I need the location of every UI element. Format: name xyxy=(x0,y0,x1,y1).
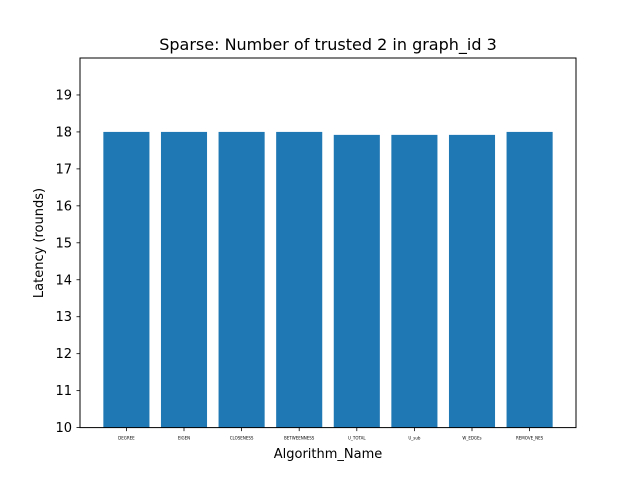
y-tick-label: 15 xyxy=(55,236,72,251)
x-tick-label: BETWEENNESS xyxy=(284,436,315,441)
y-tick-label: 11 xyxy=(55,384,72,399)
y-tick-label: 18 xyxy=(55,125,72,140)
y-axis: 10 11 12 13 14 15 16 17 18 19 xyxy=(55,88,80,436)
y-tick-label: 17 xyxy=(55,162,72,177)
x-axis-label: Algorithm_Name xyxy=(274,447,383,462)
x-tick-label: EIGEN xyxy=(178,436,190,441)
y-tick-label: 10 xyxy=(55,421,72,436)
x-tick-label: U_TOTAL xyxy=(348,436,366,441)
bar-remove-nes xyxy=(506,131,553,428)
x-tick-label: CLOSENESS xyxy=(230,436,254,441)
x-tick-label: U_sub xyxy=(408,436,421,441)
bars-group xyxy=(103,131,553,428)
x-tick-label: DEGREE xyxy=(118,436,135,441)
bar-closeness xyxy=(218,131,265,428)
y-tick-label: 13 xyxy=(55,310,72,325)
bar-u-sub xyxy=(391,134,438,428)
x-tick-label: W_EDGEs xyxy=(462,436,481,441)
plot-frame xyxy=(79,57,577,429)
x-axis: DEGREE EIGEN CLOSENESS BETWEENNESS U_TOTAL U_… xyxy=(118,427,544,441)
bar-u-total xyxy=(333,134,380,428)
bar-w-edges xyxy=(448,134,496,428)
bar-betweenness xyxy=(276,131,323,428)
x-tick-label: REMOVE_NES xyxy=(516,436,544,441)
bar-eigen xyxy=(160,131,208,428)
y-tick-label: 16 xyxy=(55,199,72,214)
y-tick-label: 19 xyxy=(55,88,72,103)
y-tick-label: 14 xyxy=(55,273,72,288)
y-axis-label: Latency (rounds) xyxy=(32,188,47,298)
y-tick-label: 12 xyxy=(55,347,72,362)
bar-degree xyxy=(103,131,150,428)
chart-title: Sparse: Number of trusted 2 in graph_id … xyxy=(159,35,497,55)
